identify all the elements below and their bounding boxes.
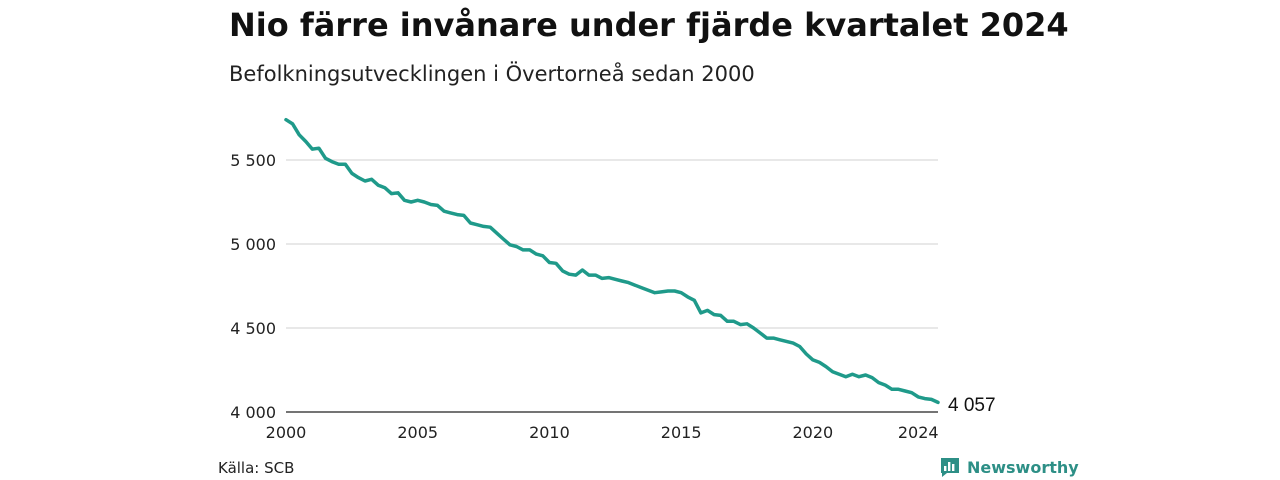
y-tick-label: 4 000 <box>230 403 276 422</box>
brand-name: Newsworthy <box>967 457 1079 477</box>
population-series-line <box>284 117 940 405</box>
y-tick-label: 5 000 <box>230 235 276 254</box>
x-tick-label: 2015 <box>661 423 702 442</box>
source-note: Källa: SCB <box>218 459 295 477</box>
bar-chart-speech-bubble-icon <box>941 458 959 477</box>
x-tick-label: 2005 <box>397 423 438 442</box>
chart-subtitle: Befolkningsutvecklingen i Övertorneå sed… <box>229 62 755 86</box>
y-tick-label: 4 500 <box>230 319 276 338</box>
gridlines <box>286 159 938 413</box>
chart-title: Nio färre invånare under fjärde kvartale… <box>229 6 1069 44</box>
x-tick-label: 2020 <box>793 423 834 442</box>
brand-logo[interactable]: Newsworthy <box>939 456 1079 478</box>
y-tick-label: 5 500 <box>230 151 276 170</box>
x-tick-label: 2000 <box>266 423 307 442</box>
end-value-label: 4 057 <box>948 395 996 416</box>
x-tick-label: 2024 <box>898 423 939 442</box>
y-axis-ticks: 4 000 4 500 5 000 5 500 <box>230 151 276 422</box>
x-tick-label: 2010 <box>529 423 570 442</box>
x-axis-ticks: 2000 2005 2010 2015 2020 2024 <box>266 423 939 442</box>
